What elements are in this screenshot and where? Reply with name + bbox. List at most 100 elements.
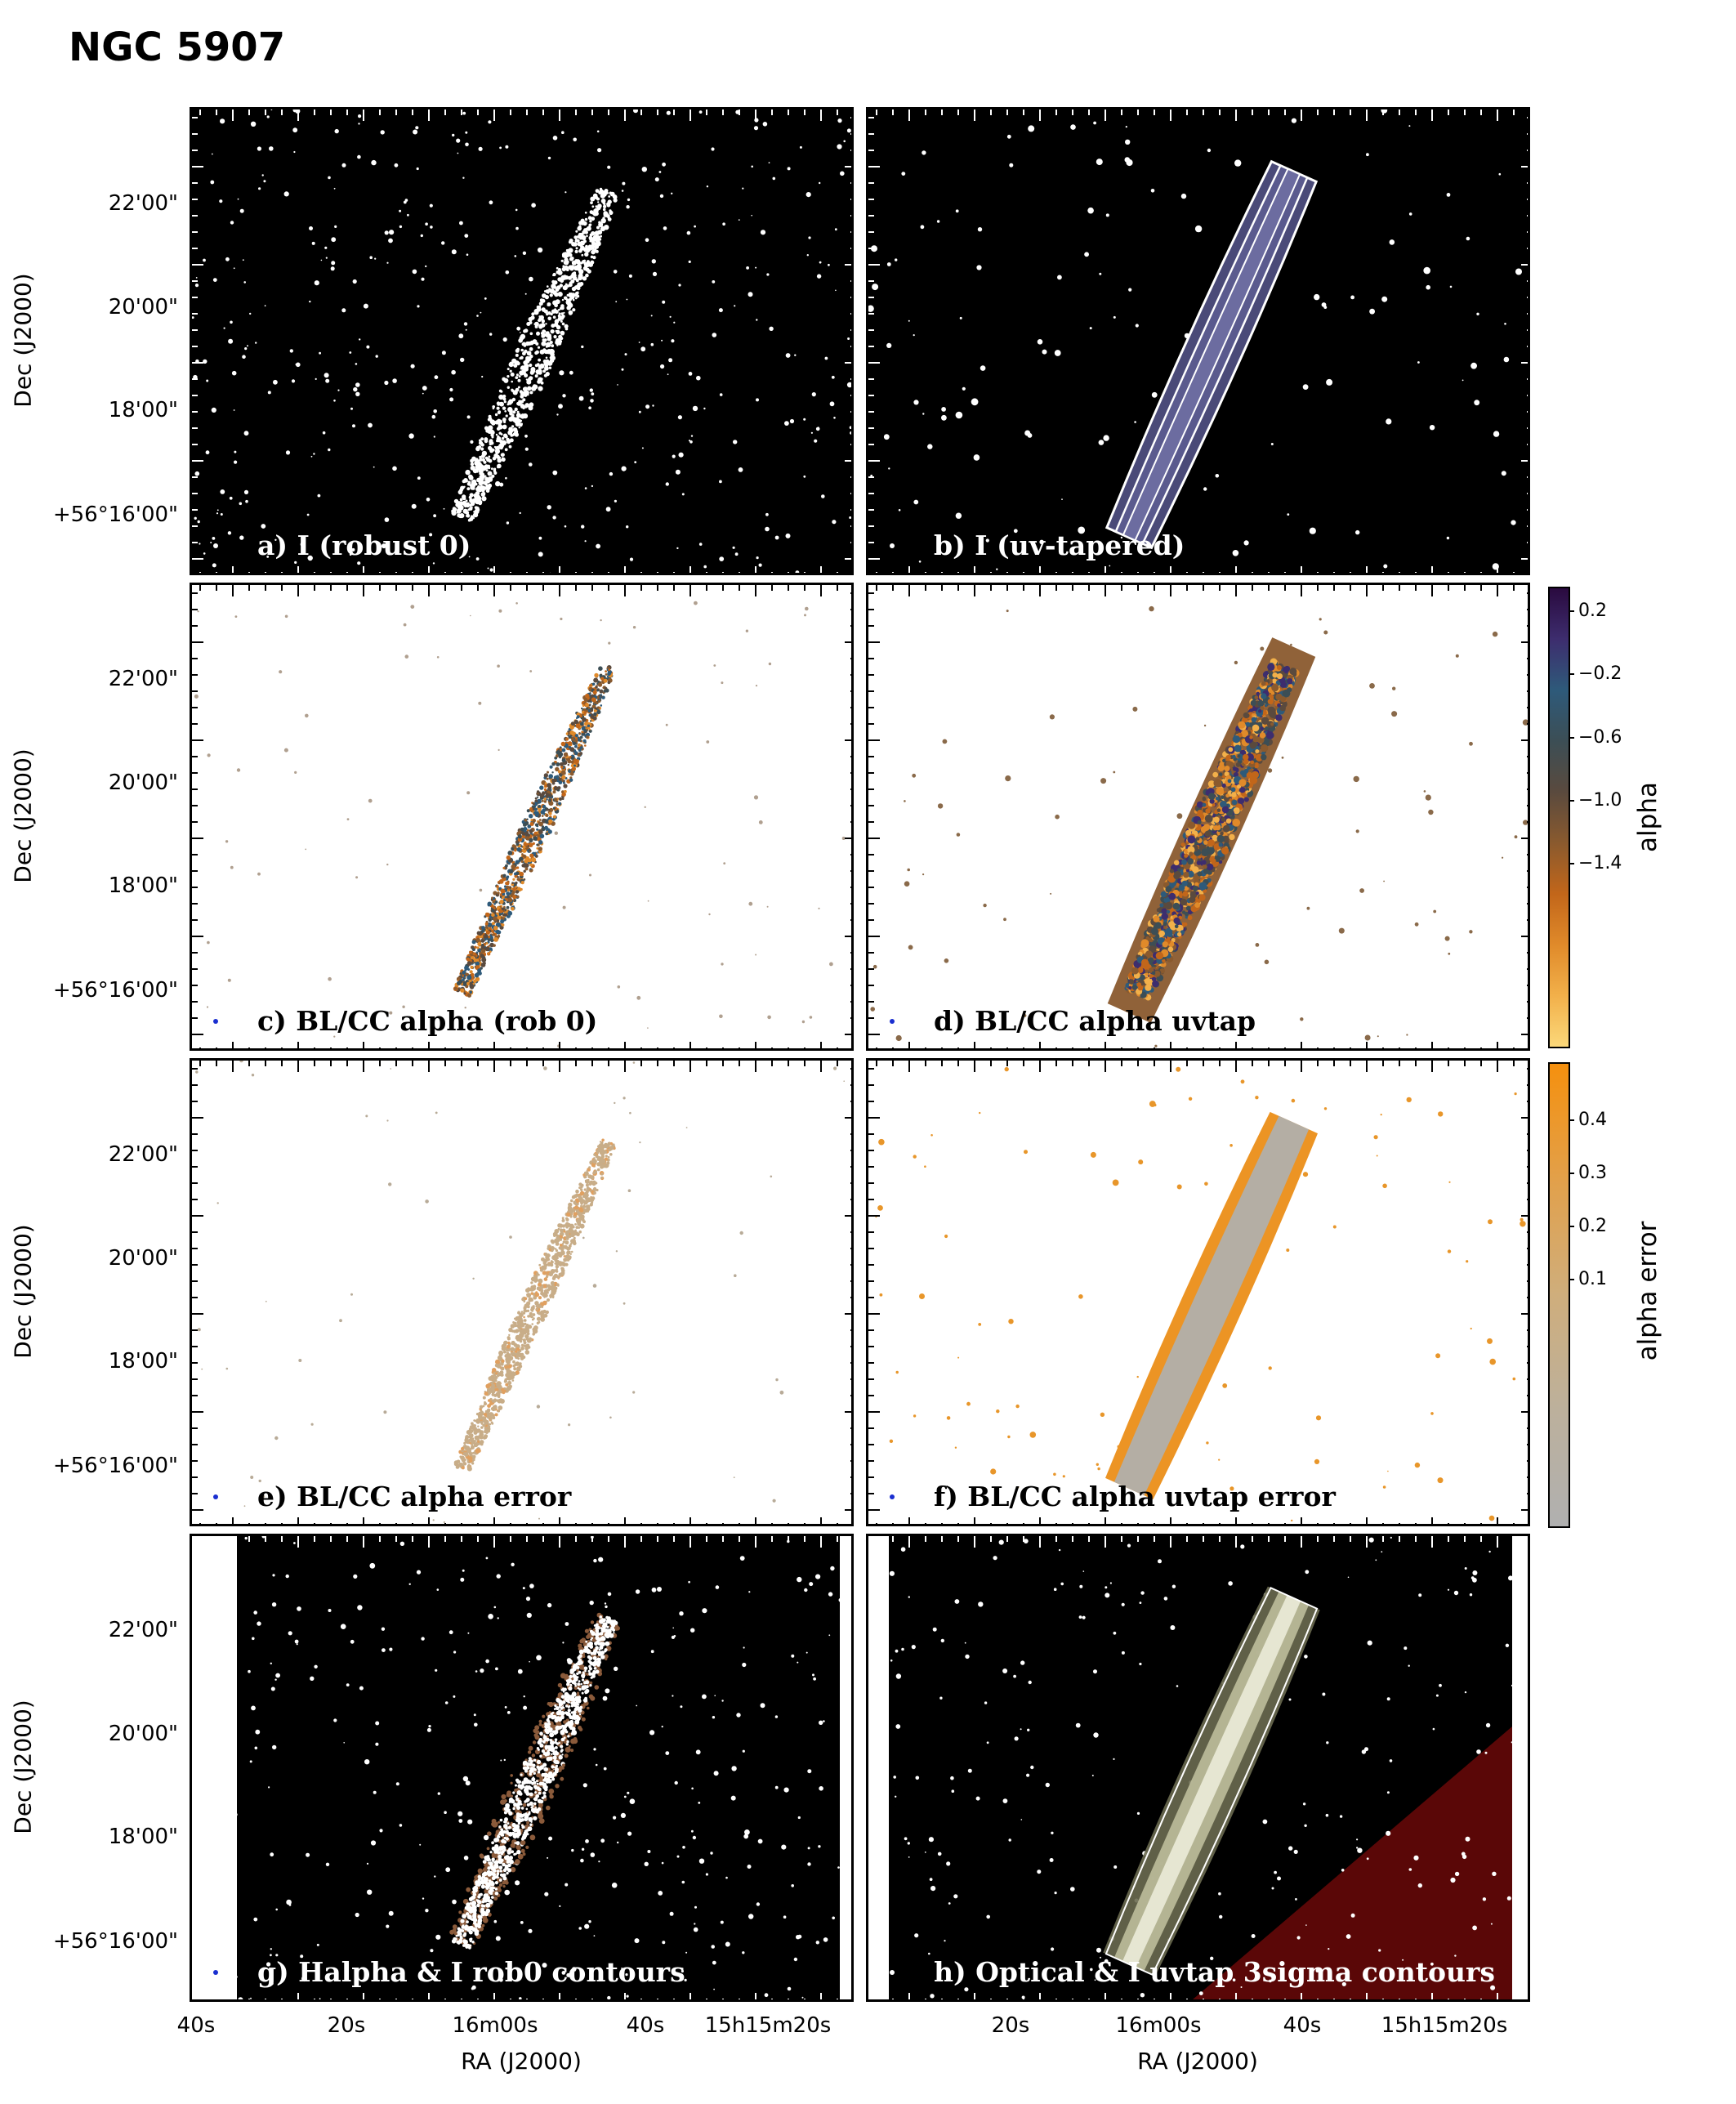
star-field (194, 601, 846, 1048)
panel-label: f) BL/CC alpha uvtap error (934, 1481, 1336, 1512)
panel-label: a) I (robust 0) (257, 529, 471, 561)
colorbar-label: alpha (1633, 782, 1662, 852)
y-axis-label: Dec (J2000) (9, 273, 37, 408)
star-field (195, 1061, 845, 1524)
x-tick-label: 16m00s (452, 2013, 538, 2038)
x-tick-label: 40s (1283, 2013, 1322, 2038)
panel-ticks (868, 585, 1528, 1048)
colorbar-tick (1569, 1225, 1574, 1227)
panel-f: f) BL/CC alpha uvtap error (866, 1058, 1530, 1526)
panel-b-image (868, 109, 1528, 573)
panel-b: b) I (uv-tapered) (866, 107, 1530, 575)
galaxy-emission (453, 1138, 616, 1472)
x-tick-label: 40s (626, 2013, 665, 2038)
colorbar-tick-label: 0.4 (1578, 1109, 1607, 1130)
y-tick-label: 20'00" (108, 295, 178, 319)
colorbar-tick (1569, 1172, 1574, 1174)
y-tick-label: 18'00" (108, 873, 178, 898)
colorbar-tick-label: −1.0 (1578, 789, 1622, 811)
panel-label: e) BL/CC alpha error (257, 1481, 572, 1512)
x-tick-label: 20s (991, 2013, 1030, 2038)
colorbar-alpha (1548, 587, 1570, 1048)
beam-marker (890, 1494, 895, 1499)
y-axis-label: Dec (J2000) (9, 1700, 37, 1834)
galaxy-emission (451, 1615, 618, 1950)
panel-a-image (192, 109, 851, 573)
panel-ticks (868, 1536, 1528, 1999)
beam-marker (890, 1019, 895, 1024)
panel-ticks (868, 1061, 1528, 1524)
y-tick-label: 18'00" (108, 1825, 178, 1849)
x-tick-label: 15h15m20s (1381, 2013, 1508, 2038)
blank-region (192, 1536, 237, 1999)
y-tick-label: +56°16'00" (52, 978, 178, 1003)
y-tick-label: 20'00" (108, 1722, 178, 1746)
colorbar-tick-label: −0.6 (1578, 726, 1622, 748)
y-tick-label: +56°16'00" (52, 1929, 178, 1954)
galaxy-emission (451, 187, 618, 522)
panel-e: e) BL/CC alpha error (190, 1058, 854, 1526)
colorbar-tick (1569, 610, 1574, 612)
x-tick-label: 20s (327, 2013, 366, 2038)
panel-h: h) Optical & I uvtap 3sigma contours (866, 1534, 1530, 2002)
y-tick-label: +56°16'00" (52, 503, 178, 527)
panel-label: b) I (uv-tapered) (934, 529, 1185, 561)
panel-d: d) BL/CC alpha uvtap (866, 583, 1530, 1051)
panel-ticks (192, 109, 851, 573)
y-axis-label: Dec (J2000) (9, 748, 37, 883)
colorbar-label: alpha error (1633, 1221, 1662, 1361)
panel-ticks (868, 109, 1528, 573)
galaxy-emission (1124, 658, 1300, 1001)
x-tick-label: 40s (176, 2013, 216, 2038)
colorbar-tick-label: −0.2 (1578, 663, 1622, 685)
colorbar-tick-label: 0.2 (1578, 1215, 1607, 1236)
beam-marker (890, 543, 895, 548)
panel-h-image (868, 1536, 1528, 1999)
panel-d-image (868, 585, 1528, 1048)
y-tick-label: 20'00" (108, 771, 178, 795)
y-tick-label: 22'00" (108, 667, 178, 691)
y-tick-label: 18'00" (108, 1349, 178, 1374)
galaxy-band (1122, 168, 1301, 542)
beam-marker (213, 1494, 218, 1499)
beam-marker (213, 1019, 218, 1024)
panel-label: h) Optical & I uvtap 3sigma contours (934, 1956, 1496, 1988)
star-field (192, 109, 851, 573)
panel-c: c) BL/CC alpha (rob 0) (190, 583, 854, 1051)
galaxy-band (1113, 1115, 1310, 1496)
y-tick-label: 18'00" (108, 398, 178, 422)
x-axis-label: RA (J2000) (1137, 2048, 1258, 2075)
star-field (870, 605, 1528, 1048)
y-tick-label: 20'00" (108, 1246, 178, 1271)
x-tick-label: 16m00s (1115, 2013, 1202, 2038)
panel-label: g) Halpha & I rob0 contours (257, 1956, 685, 1988)
panel-e-image (192, 1061, 851, 1524)
colorbar-tick (1569, 1119, 1574, 1121)
x-axis-label: RA (J2000) (461, 2048, 582, 2075)
colorbar-tick-label: −1.4 (1578, 853, 1622, 873)
beam-marker (890, 1970, 895, 1975)
panel-label: d) BL/CC alpha uvtap (934, 1005, 1256, 1037)
colorbar-tick (1569, 863, 1574, 864)
y-tick-label: 22'00" (108, 1618, 178, 1642)
colorbar-alpha_error (1548, 1062, 1570, 1528)
figure-title: NGC 5907 (69, 25, 286, 70)
galaxy-emission (453, 665, 614, 998)
colorbar-tick (1569, 799, 1574, 802)
blank-region (868, 1536, 889, 1999)
panel-g-image (192, 1536, 851, 1999)
x-tick-label: 15h15m20s (704, 2013, 832, 2038)
panel-c-image (192, 585, 851, 1048)
y-tick-label: +56°16'00" (52, 1454, 178, 1478)
colorbar-tick-label: 0.1 (1578, 1268, 1607, 1289)
galaxy-band (1105, 1586, 1319, 1977)
y-tick-label: 22'00" (108, 1142, 178, 1167)
panel-a: a) I (robust 0) (190, 107, 854, 575)
colorbar-tick (1569, 673, 1574, 676)
beam-marker (213, 543, 218, 548)
panel-g: g) Halpha & I rob0 contours (190, 1534, 854, 2002)
panel-ticks (192, 1061, 851, 1524)
y-axis-label: Dec (J2000) (9, 1224, 37, 1359)
colorbar-tick-label: 0.2 (1578, 600, 1607, 621)
colorbar-tick-label: 0.3 (1578, 1162, 1607, 1183)
